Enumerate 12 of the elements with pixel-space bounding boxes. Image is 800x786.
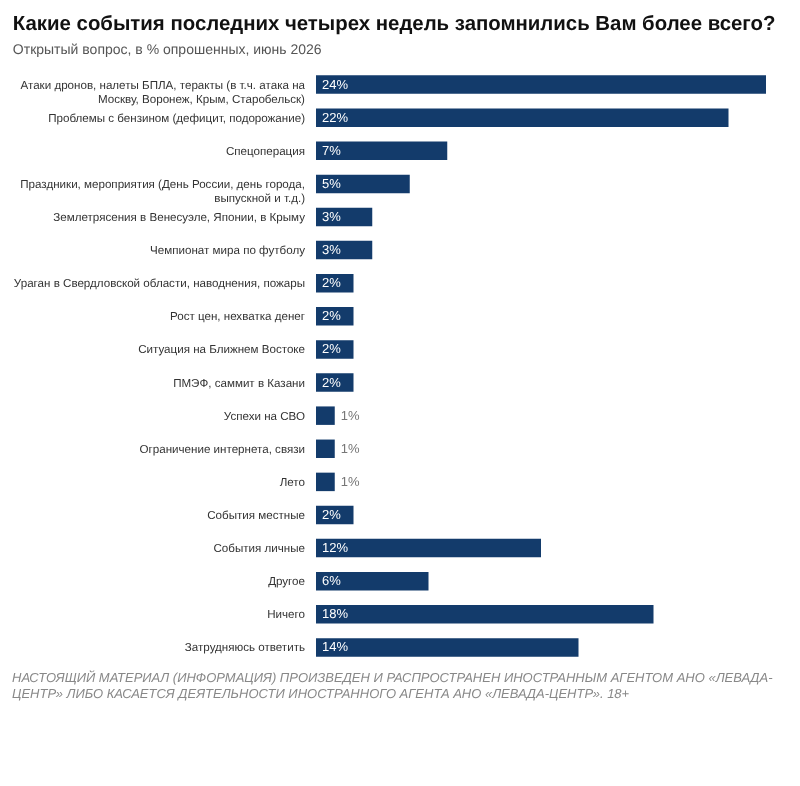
bar	[316, 174, 410, 194]
bar	[316, 571, 429, 591]
bar	[316, 75, 766, 94]
bar	[316, 472, 335, 492]
bar	[316, 141, 448, 161]
bar	[316, 538, 541, 558]
chart-title: Какие события последних четырех недель запомнились Вам более всего?	[12, 13, 776, 36]
bar	[316, 406, 335, 425]
bar	[316, 439, 335, 459]
bar	[316, 108, 729, 127]
bar	[316, 605, 654, 624]
bar	[316, 638, 579, 657]
